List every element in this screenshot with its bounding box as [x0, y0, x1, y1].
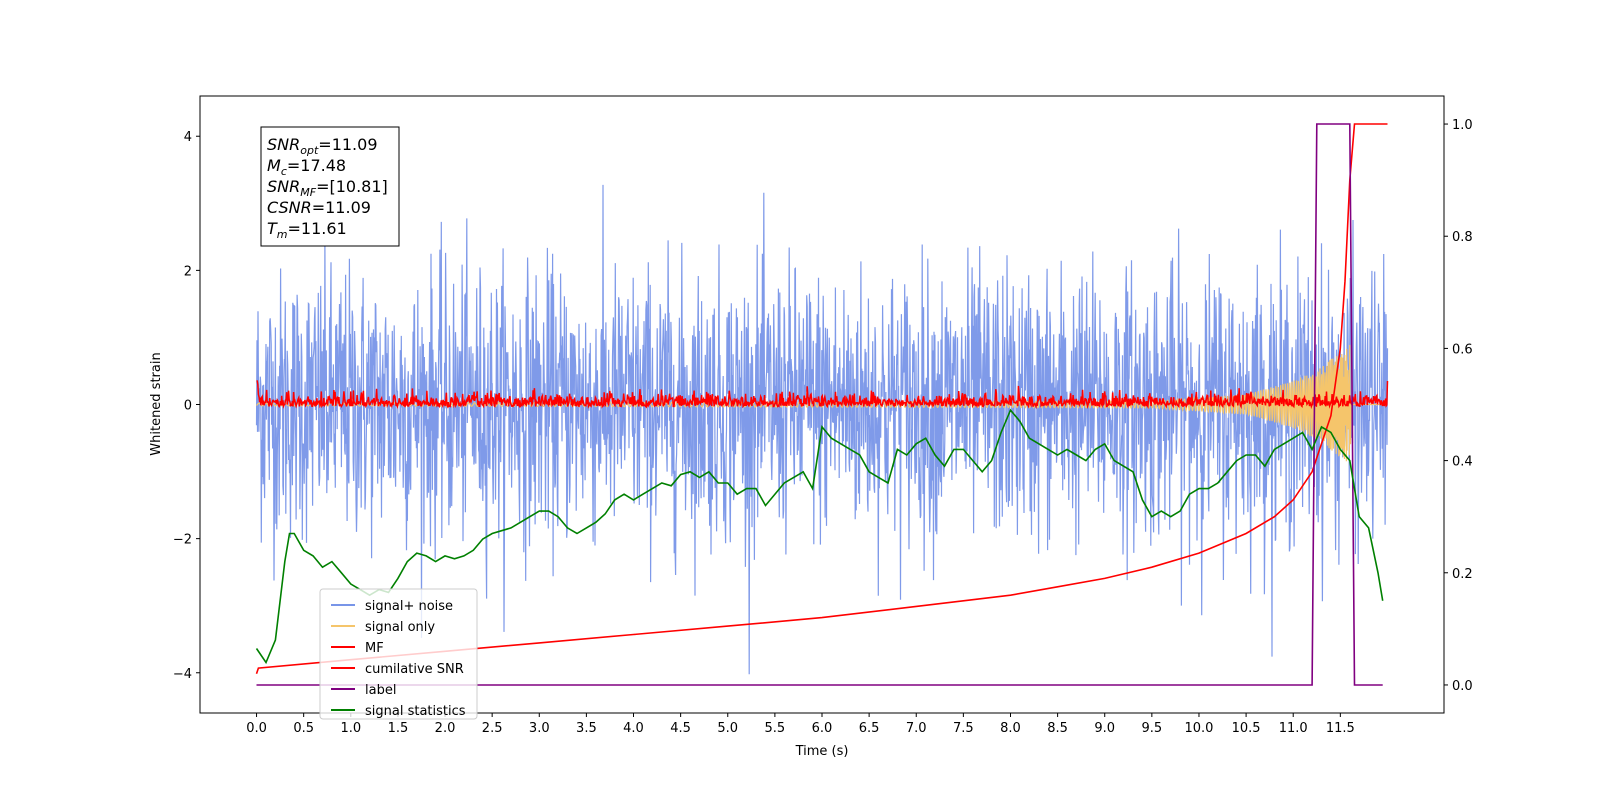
legend: signal+ noise signal only MF cumilative SNR… — [319, 588, 478, 720]
legend-label: MF — [365, 641, 384, 656]
y-right-tick-label: 1.0 — [1452, 118, 1473, 133]
series-layer — [255, 123, 1389, 686]
legend-label: signal statistics — [365, 704, 466, 719]
x-axis-label: Time (s) — [795, 744, 849, 759]
y-right-tick-label: 0.6 — [1452, 342, 1473, 357]
x-tick-label: 1.5 — [388, 721, 409, 736]
legend-label: label — [365, 683, 396, 698]
x-tick-label: 9.5 — [1142, 721, 1163, 736]
x-tick-label: 7.5 — [953, 721, 974, 736]
x-tick-label: 0.5 — [293, 721, 314, 736]
x-tick-label: 2.0 — [435, 721, 456, 736]
legend-items: signal+ noise signal only MF cumilative SNR… — [331, 599, 466, 719]
x-tick-label: 7.0 — [906, 721, 927, 736]
info-box-line: Mc=17.48 — [267, 156, 346, 178]
x-tick-label: 8.0 — [1000, 721, 1021, 736]
x-axis: 0.0 0.5 1.0 1.5 2.0 2.5 3.0 3.5 4.0 4.5 5.0 5.5 6.0 6… — [246, 713, 1355, 736]
x-tick-label: 11.0 — [1279, 721, 1308, 736]
x-tick-label: 6.5 — [859, 721, 880, 736]
x-tick-label: 2.5 — [482, 721, 503, 736]
info-box-frame — [260, 126, 400, 247]
info-box-line: SNRMF=[10.81] — [267, 177, 388, 199]
y-left-tick-label: 4 — [184, 130, 192, 145]
info-box-line: Tm=11.61 — [267, 219, 347, 241]
info-box: SNRopt=11.09Mc=17.48SNRMF=[10.81]CSNR=11… — [260, 126, 400, 247]
y-axis-left: −4 −2 0 2 4 — [173, 130, 200, 682]
legend-label: cumilative SNR — [365, 662, 464, 677]
info-box-line: SNRopt=11.09 — [267, 135, 378, 157]
series-mf-line — [256, 380, 1389, 410]
y-right-tick-label: 0.4 — [1452, 455, 1473, 470]
legend-label: signal+ noise — [365, 599, 453, 614]
legend-label: signal only — [365, 620, 435, 635]
y-axis-right: 0.0 0.2 0.4 0.6 0.8 1.0 — [1444, 118, 1473, 694]
x-tick-label: 11.5 — [1326, 721, 1355, 736]
legend-frame — [319, 588, 478, 720]
x-tick-label: 6.0 — [812, 721, 833, 736]
info-box-lines: SNRopt=11.09Mc=17.48SNRMF=[10.81]CSNR=11… — [267, 135, 388, 241]
y-right-tick-label: 0.2 — [1452, 567, 1473, 582]
y-left-tick-label: 0 — [184, 399, 192, 414]
x-tick-label: 4.5 — [670, 721, 691, 736]
x-tick-label: 3.5 — [576, 721, 597, 736]
x-tick-label: 5.5 — [765, 721, 786, 736]
x-tick-label: 1.0 — [340, 721, 361, 736]
x-tick-label: 10.5 — [1232, 721, 1261, 736]
info-box-line: CSNR=11.09 — [267, 198, 371, 217]
y-right-tick-label: 0.0 — [1452, 679, 1473, 694]
x-tick-label: 10.0 — [1184, 721, 1213, 736]
x-tick-label: 8.5 — [1047, 721, 1068, 736]
series-cumilative-snr-line — [255, 123, 1388, 674]
x-tick-label: 5.0 — [717, 721, 738, 736]
x-tick-label: 9.0 — [1094, 721, 1115, 736]
y-axis-label: Whitened strain — [149, 352, 164, 455]
series-signal-statistics-line — [255, 408, 1384, 665]
x-tick-label: 0.0 — [246, 721, 267, 736]
series-label-line — [256, 123, 1383, 686]
x-tick-label: 4.0 — [623, 721, 644, 736]
y-left-tick-label: 2 — [184, 264, 192, 279]
x-tick-label: 3.0 — [529, 721, 550, 736]
y-left-tick-label: −4 — [173, 667, 192, 682]
y-left-tick-label: −2 — [173, 533, 192, 548]
y-right-tick-label: 0.8 — [1452, 230, 1473, 245]
